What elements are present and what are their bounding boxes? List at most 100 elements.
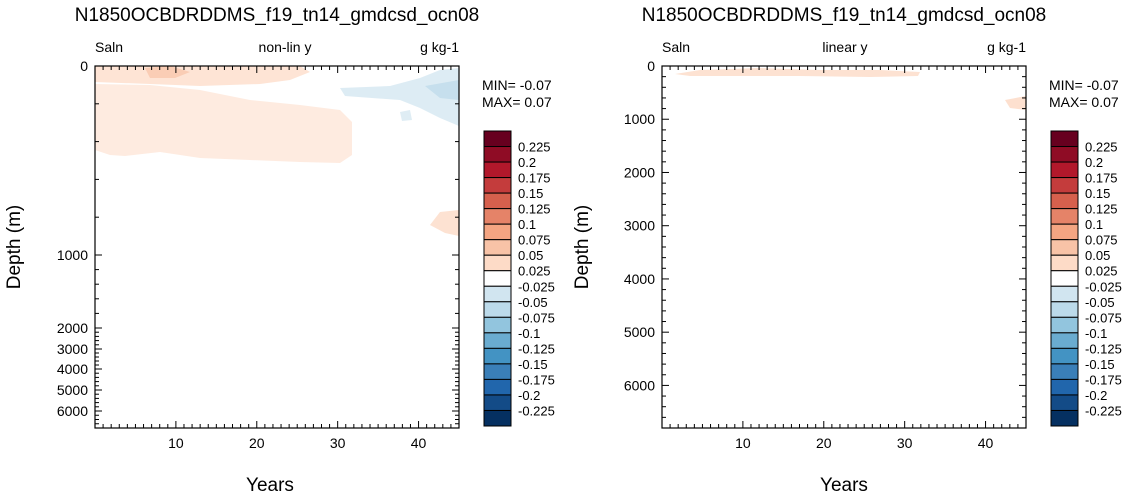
colorbar-swatch — [483, 177, 512, 194]
colorbar-swatch — [1050, 239, 1079, 256]
colorbar-label: 0.225 — [1085, 140, 1118, 155]
colorbar-swatch — [1050, 363, 1079, 380]
colorbar-swatch — [483, 378, 512, 396]
colorbar-swatch — [1050, 347, 1079, 365]
colorbar-swatch — [483, 239, 512, 256]
y-tick-label: 4000 — [624, 271, 655, 287]
colorbar-swatch — [1050, 409, 1079, 427]
min-value-label: MIN= -0.07 — [1049, 77, 1119, 93]
negative-anomaly-region — [425, 80, 459, 100]
colorbar-swatch — [483, 130, 512, 148]
colorbar-label: 0.125 — [518, 202, 551, 217]
colorbar-swatch — [1050, 378, 1079, 396]
x-tick-label: 40 — [978, 435, 994, 451]
y-tick-label: 6000 — [624, 377, 655, 393]
positive-anomaly-region — [430, 210, 459, 236]
colorbar-label: 0.175 — [1085, 171, 1118, 186]
x-tick-label: 10 — [168, 435, 184, 451]
colorbar-swatch — [1050, 285, 1079, 303]
y-axis-title: Depth (m) — [572, 205, 593, 289]
units-label: g kg-1 — [420, 39, 459, 55]
colorbar-swatch — [1050, 301, 1079, 318]
colorbar-label: -0.175 — [1085, 372, 1122, 387]
positive-anomaly-region — [145, 66, 190, 78]
units-label: g kg-1 — [987, 39, 1026, 55]
colorbar-swatch — [1050, 146, 1079, 163]
x-tick-label: 40 — [411, 435, 427, 451]
colorbar-label: 0.025 — [1085, 264, 1118, 279]
colorbar-label: 0.225 — [518, 140, 551, 155]
colorbar-label: -0.225 — [1085, 403, 1122, 418]
colorbar-swatch — [1050, 177, 1079, 194]
colorbar-swatch — [1050, 208, 1079, 225]
colorbar-swatch — [1050, 332, 1079, 349]
colorbar-label: -0.125 — [518, 341, 555, 356]
colorbar-swatch — [483, 254, 512, 272]
colorbar-swatch — [483, 285, 512, 303]
colorbar-label: -0.15 — [518, 357, 548, 372]
colorbar-swatch — [1050, 270, 1079, 287]
axis-ticks: 10 20 30 40 0 1000 2000 3000 4000 5000 6000 — [624, 58, 1026, 451]
colorbar-label: -0.1 — [1085, 326, 1107, 341]
colorbar-label: -0.025 — [1085, 279, 1122, 294]
colorbar-swatch — [1050, 130, 1079, 148]
colorbar-swatch — [483, 301, 512, 318]
colorbar-label: 0.05 — [518, 248, 543, 263]
colorbar-label: 0.1 — [1085, 217, 1103, 232]
colorbar-label: 0.125 — [1085, 202, 1118, 217]
colorbar-label: 0.175 — [518, 171, 551, 186]
colorbar-swatch — [1050, 254, 1079, 272]
colorbar: 0.2250.20.1750.150.1250.10.0750.050.025-… — [483, 130, 555, 427]
y-tick-label: 2000 — [57, 320, 88, 336]
y-axis-title: Depth (m) — [4, 205, 25, 289]
max-value-label: MAX= 0.07 — [1049, 94, 1119, 110]
colorbar-swatch — [483, 146, 512, 163]
colorbar-label: 0.2 — [518, 155, 536, 170]
colorbar-label: 0.075 — [518, 233, 551, 248]
x-tick-label: 20 — [816, 435, 832, 451]
x-axis-title: Years — [246, 475, 294, 496]
positive-anomaly-region — [1005, 96, 1026, 110]
colorbar-label: 0.075 — [1085, 233, 1118, 248]
chart-title: N1850OCBDRDDMS_f19_tn14_gmdcsd_ocn08 — [75, 5, 480, 26]
variable-label: Saln — [662, 39, 690, 55]
y-tick-label: 3000 — [57, 341, 88, 357]
colorbar-label: -0.175 — [518, 372, 555, 387]
colorbar-label: 0.025 — [518, 264, 551, 279]
x-tick-label: 30 — [330, 435, 346, 451]
colorbar-swatch — [1050, 223, 1079, 241]
y-tick-label: 4000 — [57, 361, 88, 377]
y-tick-label: 0 — [647, 58, 655, 74]
negative-anomaly-region — [340, 68, 459, 126]
colorbar-label: 0.2 — [1085, 155, 1103, 170]
contour-fill-layer — [95, 66, 459, 236]
colorbar-swatch — [483, 409, 512, 427]
axis-mode-label: non-lin y — [259, 39, 312, 55]
colorbar-swatch — [1050, 161, 1079, 179]
y-tick-label: 5000 — [624, 324, 655, 340]
y-tick-label: 0 — [80, 58, 88, 74]
colorbar-label: -0.2 — [518, 388, 540, 403]
y-tick-label: 6000 — [57, 403, 88, 419]
colorbar-label: -0.225 — [518, 403, 555, 418]
axis-ticks: 10 20 30 40 0 1000 2000 3000 4000 5000 6000 — [57, 58, 459, 451]
colorbar-label: -0.15 — [1085, 357, 1115, 372]
chart-panel-linear: N1850OCBDRDDMS_f19_tn14_gmdcsd_ocn08 Sal… — [572, 5, 1122, 496]
colorbar-swatch — [1050, 316, 1079, 334]
x-tick-label: 10 — [735, 435, 751, 451]
colorbar-label: -0.1 — [518, 326, 540, 341]
min-value-label: MIN= -0.07 — [482, 77, 552, 93]
colorbar-swatch — [483, 161, 512, 179]
colorbar-swatch — [483, 332, 512, 349]
chart-title: N1850OCBDRDDMS_f19_tn14_gmdcsd_ocn08 — [642, 5, 1047, 26]
colorbar-label: -0.075 — [1085, 310, 1122, 325]
plot-frame — [94, 65, 460, 429]
colorbar-label: -0.2 — [1085, 388, 1107, 403]
contour-fill-layer — [675, 68, 1026, 110]
x-axis-title: Years — [820, 475, 868, 496]
colorbar-swatch — [483, 394, 512, 411]
x-tick-label: 30 — [897, 435, 913, 451]
colorbar-label: -0.05 — [518, 295, 548, 310]
colorbar-swatch — [483, 363, 512, 380]
plot-frame — [661, 65, 1027, 429]
